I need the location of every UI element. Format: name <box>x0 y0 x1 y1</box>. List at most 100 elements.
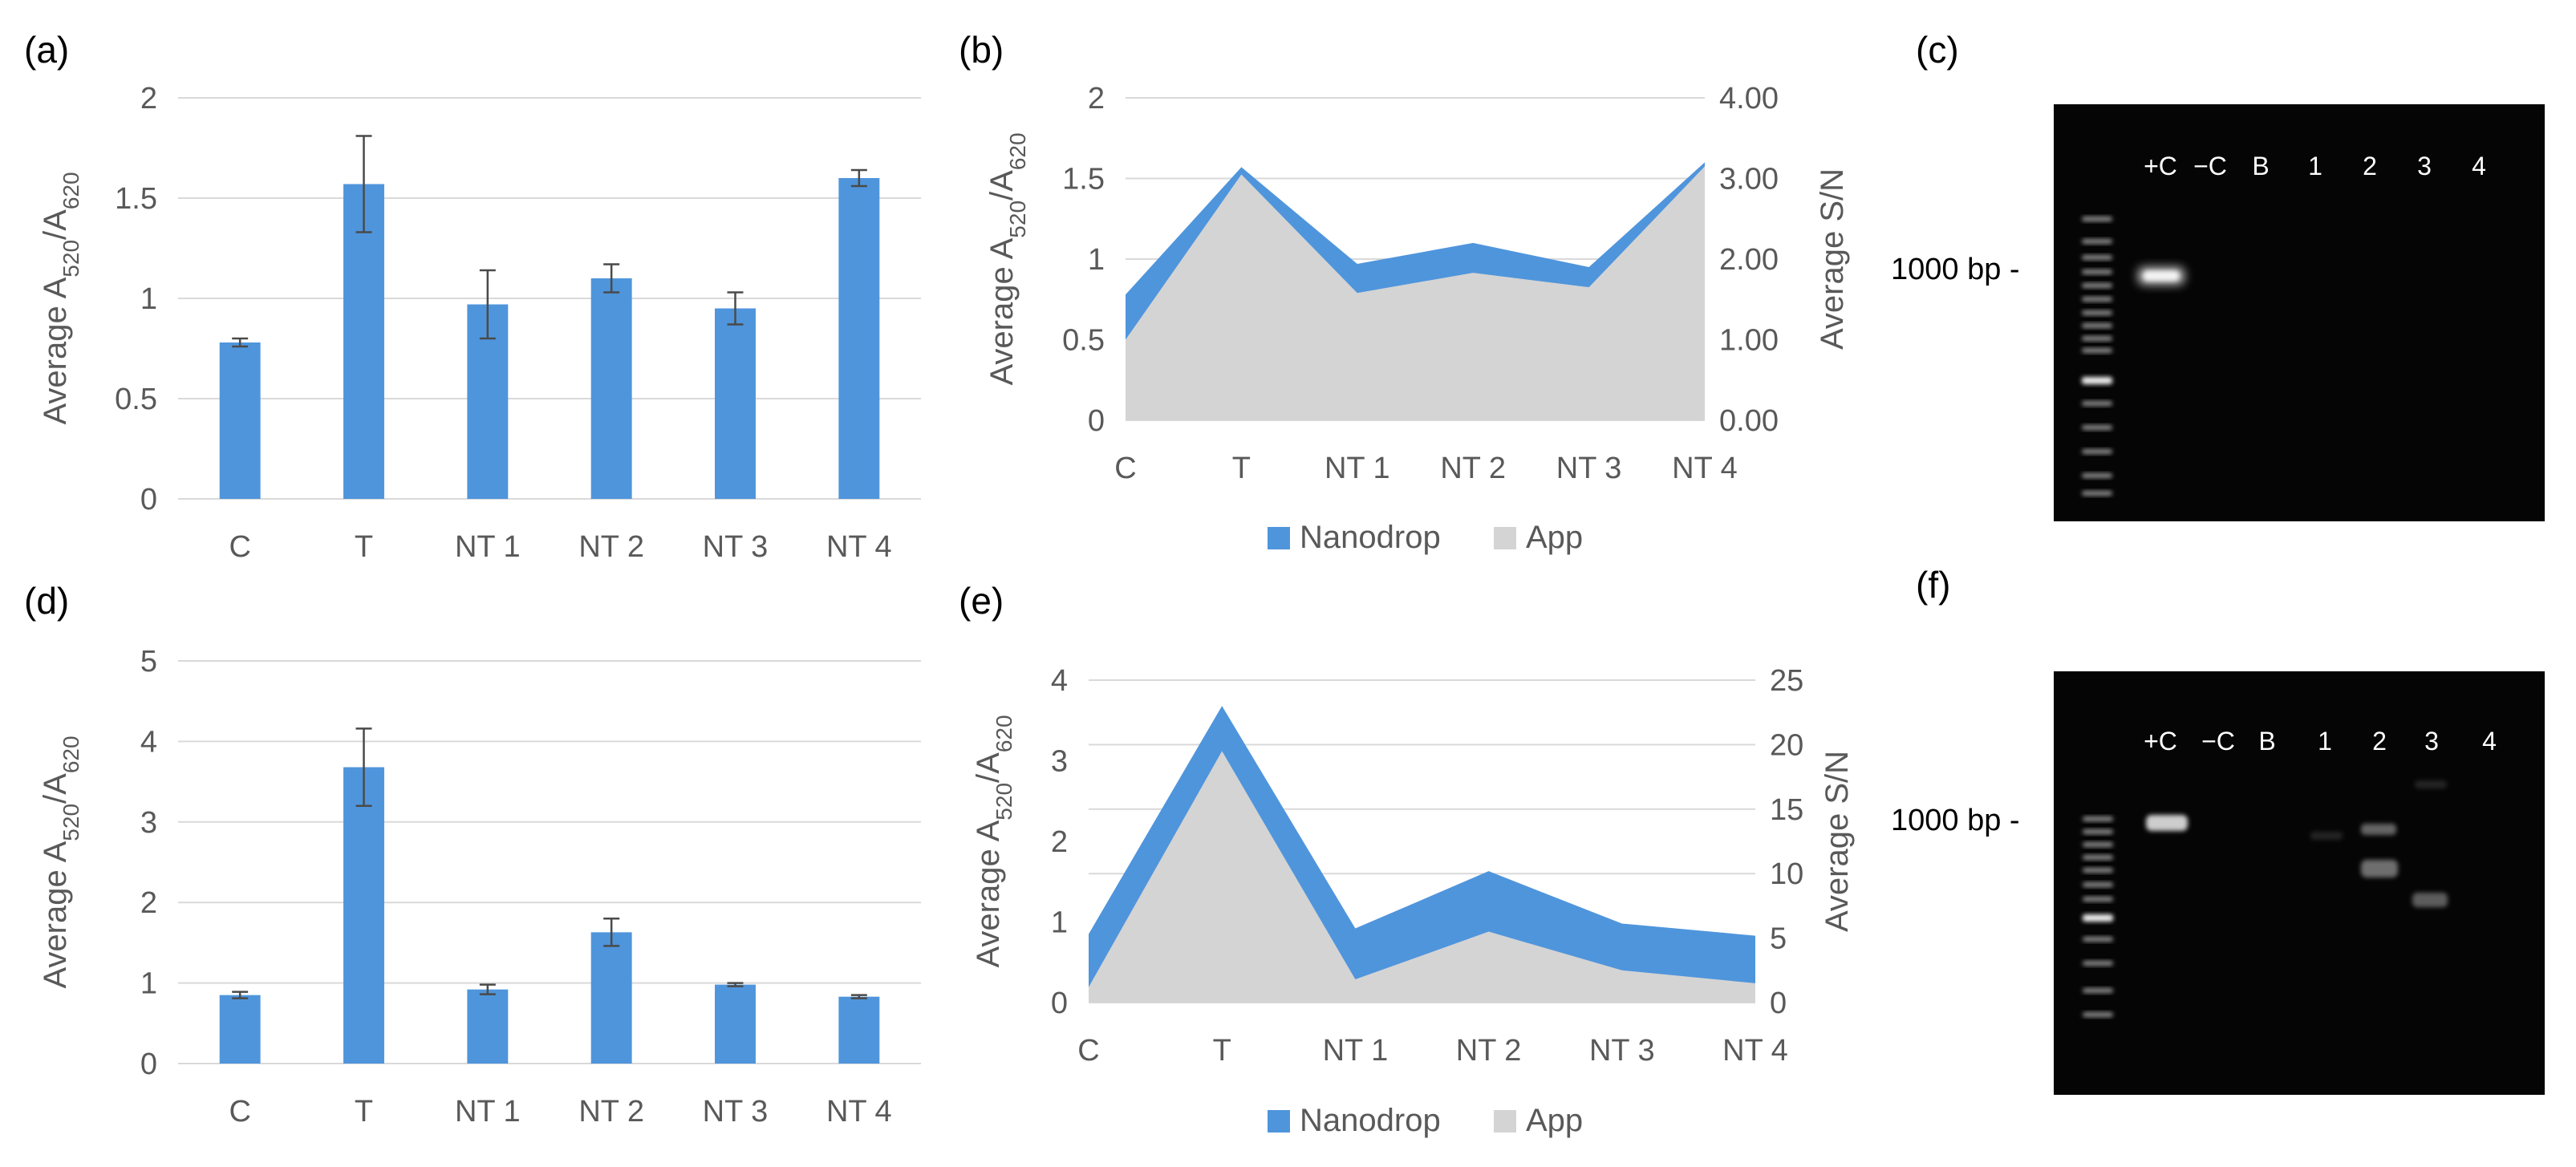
ladder-band <box>2082 449 2112 454</box>
bar <box>219 995 261 1064</box>
gel-f-positive-band <box>2146 815 2188 831</box>
ladder-band <box>2083 829 2113 834</box>
x-tick-label: NT 1 <box>455 1095 521 1129</box>
x-tick-label: NT 1 <box>1325 452 1390 485</box>
y-tick-label: 0 <box>1051 987 1068 1020</box>
ladder-band <box>2083 1012 2113 1017</box>
x-tick-label: C <box>1114 452 1136 485</box>
bar <box>467 989 509 1064</box>
x-tick-label: C <box>1077 1034 1099 1068</box>
gel-c-lane-label: B <box>2252 152 2269 180</box>
ladder-band <box>2082 310 2112 315</box>
gel-c-lane-label: 4 <box>2472 152 2486 180</box>
gel-f-band-lane1 <box>2310 832 2343 840</box>
gel-f-lane-label: B <box>2258 727 2275 756</box>
y-tick-label: 2 <box>140 886 157 920</box>
bar <box>590 932 632 1064</box>
gel-f-lane-label: 3 <box>2424 727 2439 756</box>
chart-d-bar: 0 1 2 3 4 5 C T NT 1 NT 2 NT 3 NT 4 Average A520/A62… <box>38 645 921 1129</box>
panel-label-a: (a) <box>24 29 69 71</box>
y-tick-label: 3 <box>1051 745 1068 779</box>
x-tick-label: C <box>229 1095 250 1129</box>
ladder-band <box>2082 491 2112 496</box>
ladder-band <box>2082 283 2112 288</box>
bar <box>715 308 756 499</box>
ladder-band <box>2083 868 2113 873</box>
ladder-band <box>2082 377 2112 384</box>
chart-a-bar: 0 0.5 1 1.5 2 C T NT 1 NT 2 NT 3 NT 4 Average A520/… <box>38 82 921 564</box>
app-area <box>1126 166 1705 421</box>
gel-image-c: +C −C B 1 2 3 4 <box>2054 104 2545 521</box>
y2-tick-label: 20 <box>1770 728 1803 762</box>
y-tick-label: 2 <box>140 82 157 115</box>
y2-tick-label: 10 <box>1770 857 1803 891</box>
x-tick-label: NT 2 <box>1456 1034 1522 1068</box>
gel-f-band-lane3-upper <box>2415 780 2447 788</box>
bar <box>590 278 632 499</box>
ladder-band <box>2082 323 2112 328</box>
y-tick-label: 1.5 <box>115 182 157 216</box>
y-axis-label: Average A520/A620 <box>38 735 83 988</box>
ladder-band <box>2083 842 2113 847</box>
y2-tick-label: 3.00 <box>1719 163 1779 197</box>
x-tick-label: NT 2 <box>578 530 644 564</box>
y-tick-label: 0.5 <box>1062 324 1105 358</box>
x-tick-label: T <box>1213 1034 1231 1068</box>
gel-c-background <box>2054 104 2545 521</box>
ladder-band <box>2083 855 2113 860</box>
y-tick-label: 4 <box>1051 664 1068 698</box>
y2-tick-label: 1.00 <box>1719 324 1779 358</box>
panel-label-b: (b) <box>959 29 1004 71</box>
ladder-band <box>2082 239 2112 244</box>
ladder-band <box>2083 961 2113 966</box>
y-tick-label: 1.5 <box>1062 163 1105 197</box>
bar <box>343 767 384 1064</box>
gel-c-lane-label: −C <box>2193 152 2227 180</box>
ladder-band <box>2083 882 2113 887</box>
x-tick-label: T <box>355 530 373 564</box>
ladder-band <box>2082 297 2112 302</box>
y2-tick-label: 5 <box>1770 922 1787 956</box>
x-tick-label: NT 3 <box>1556 452 1622 485</box>
chart-e-area: 0 5 10 15 20 25 0 1 2 3 4 C T NT 1 NT 2 NT 3 NT 4 Average… <box>971 664 1855 1138</box>
ladder-band <box>2082 473 2112 478</box>
legend-swatch-app <box>1494 1110 1516 1133</box>
x-tick-label: T <box>355 1095 373 1129</box>
gel-c-lane-label: 1 <box>2308 152 2322 180</box>
y2-tick-label: 25 <box>1770 664 1803 698</box>
bar <box>219 342 261 499</box>
x-tick-label: NT 4 <box>1672 452 1738 485</box>
panel-label-c: (c) <box>1916 29 1959 71</box>
gel-c-lane-label: +C <box>2144 152 2177 180</box>
y-axis-label: Average A520/A620 <box>984 132 1030 385</box>
x-tick-label: NT 1 <box>1323 1034 1389 1068</box>
y-tick-label: 2 <box>1051 825 1068 859</box>
panel-label-d: (d) <box>24 580 69 622</box>
y2-tick-label: 2.00 <box>1719 243 1779 277</box>
gel-f-lane-label: 4 <box>2482 727 2497 756</box>
ladder-band <box>2082 336 2112 341</box>
ladder-band <box>2082 217 2112 221</box>
ladder-band <box>2082 425 2112 430</box>
y-tick-label: 1 <box>1088 243 1105 277</box>
gel-f-lane-label: 2 <box>2372 727 2387 756</box>
ladder-band <box>2083 937 2113 942</box>
legend-swatch-nanodrop <box>1268 527 1290 549</box>
app-area <box>1089 751 1755 1003</box>
y-tick-label: 0 <box>140 1047 157 1081</box>
gel-f-marker-label: 1000 bp - <box>1891 804 2020 837</box>
ladder-band <box>2083 914 2113 922</box>
y-tick-label: 1 <box>1051 906 1068 940</box>
gel-f-lane-label: +C <box>2144 727 2177 756</box>
x-tick-label: NT 3 <box>1589 1034 1655 1068</box>
gel-c-lane-label: 3 <box>2417 152 2432 180</box>
ladder-band <box>2082 269 2112 274</box>
gel-f-background <box>2054 671 2545 1095</box>
y-tick-label: 3 <box>140 806 157 840</box>
ladder-band <box>2083 897 2113 902</box>
y-tick-label: 0 <box>1088 404 1105 438</box>
y-tick-label: 2 <box>1088 82 1105 115</box>
y2-tick-label: 15 <box>1770 793 1803 827</box>
ladder-band <box>2083 988 2113 993</box>
